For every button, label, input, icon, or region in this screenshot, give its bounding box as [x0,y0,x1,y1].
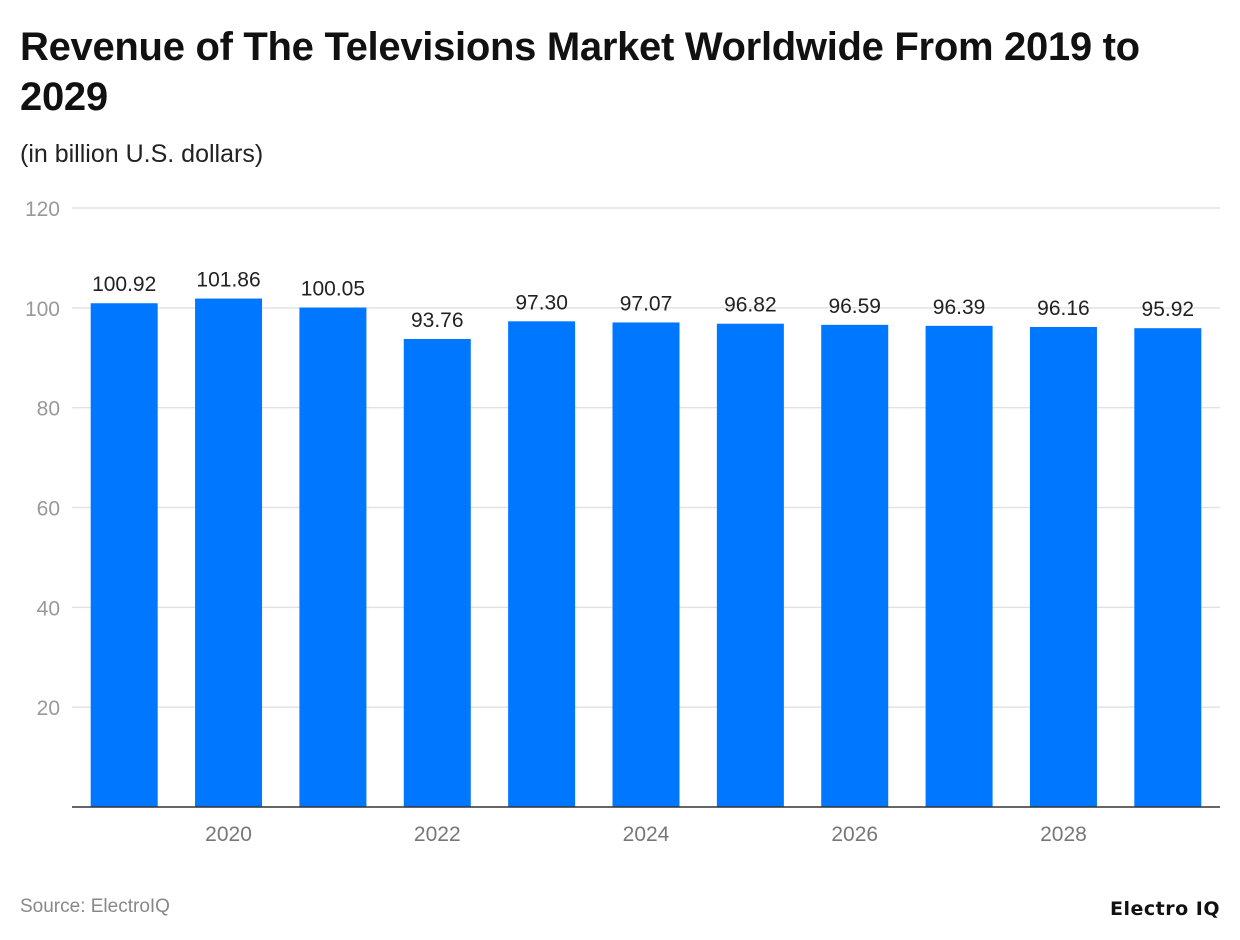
bar-2021 [299,307,367,807]
bar-2022 [403,338,471,807]
chart-subtitle: (in billion U.S. dollars) [20,140,264,168]
data-label: 101.86 [196,269,260,292]
bar-2023 [508,321,576,807]
data-label: 95.92 [1142,298,1195,321]
x-tick-label: 2024 [623,823,670,846]
chart-title: Revenue of The Televisions Market Worldw… [20,25,1140,119]
data-label: 96.16 [1037,297,1090,320]
source-note: Source: ElectroIQ [20,896,170,917]
bar-2025 [716,323,784,807]
bar-2019 [90,303,158,807]
y-tick-label: 60 [37,498,60,521]
bar-2027 [925,325,993,807]
bar-2024 [612,322,680,807]
bar-2020 [195,298,263,807]
bar-2028 [1029,327,1097,807]
x-tick-label: 2028 [1040,823,1087,846]
electroiq-logo: Electro IQ [1110,898,1220,920]
x-tick-label: 2022 [414,823,461,846]
data-label: 96.59 [828,295,881,318]
y-tick-label: 20 [37,697,60,720]
bar-2026 [821,324,889,807]
data-label: 100.05 [301,278,365,301]
bar-2029 [1134,328,1202,807]
x-tick-label: 2026 [831,823,878,846]
data-label: 100.92 [92,273,156,296]
y-tick-label: 120 [25,198,60,221]
y-tick-label: 100 [25,298,60,321]
data-label: 97.07 [620,292,673,315]
bar-chart: 20 40 60 80 100 120 100.92 101.86 2020 100.05 93.7… [25,198,1220,846]
data-label: 96.82 [724,294,777,317]
data-label: 93.76 [411,309,464,332]
y-tick-label: 80 [37,398,60,421]
data-label: 97.30 [515,291,568,314]
y-tick-label: 40 [37,597,60,620]
data-label: 96.39 [933,296,986,319]
x-tick-label: 2020 [205,823,252,846]
